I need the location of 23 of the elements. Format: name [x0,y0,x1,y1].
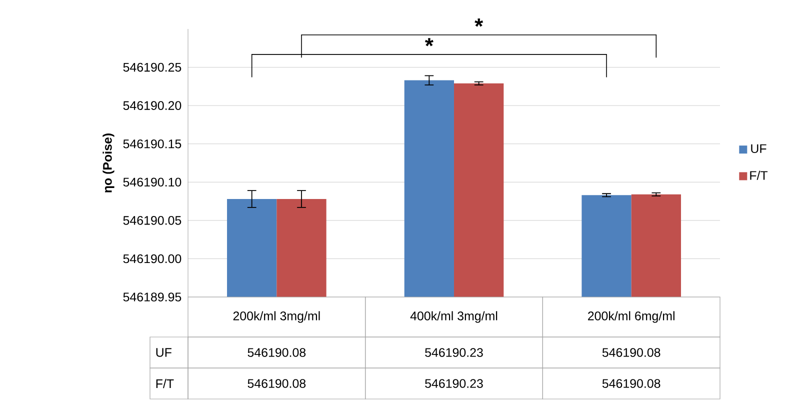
y-tick-label: 546189.95 [123,292,182,302]
y-tick-label: 546190.20 [123,101,182,110]
data-label: 546190.08 [602,348,660,357]
text: * [474,18,484,27]
y-tick-label: 546190.15 [123,139,182,148]
text: F/T [156,378,174,388]
legend-label: F/T [750,170,768,180]
data-label: 546190.23 [425,348,483,357]
legend-label: UF [751,144,766,154]
annotation: * [424,38,434,46]
x-tick-label: 400k/ml 3mg/ml [410,311,498,323]
x-tick-label: 200k/ml 3mg/ml [233,311,320,323]
data-label: 546190.08 [248,348,306,357]
y-tick-label: 546190.00 [123,254,182,264]
y-tick-label: 546190.10 [123,178,182,187]
data-label: 546190.08 [602,379,660,388]
y-tick-label: 546190.05 [123,216,182,225]
data-label: 546190.23 [425,379,483,388]
y-axis-title: ηo (Poise) [102,134,114,192]
data-label: 546190.08 [248,379,306,388]
y-tick-label: 546190.25 [123,62,182,72]
text: UF [156,348,172,357]
x-tick-label: 200k/ml 6mg/ml [588,311,674,323]
